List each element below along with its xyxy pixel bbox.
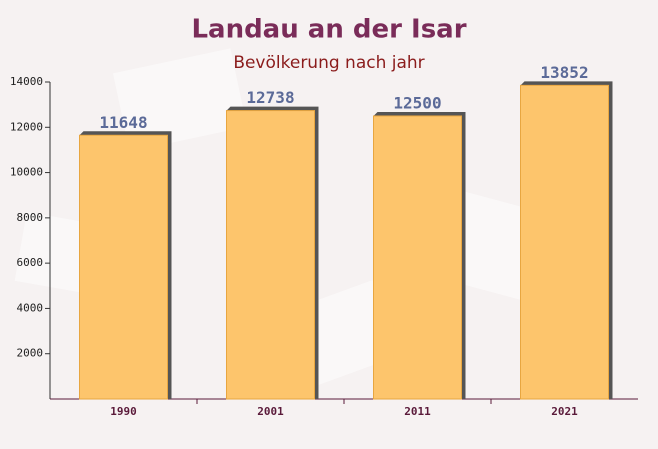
bar (79, 134, 168, 400)
bar (226, 110, 315, 400)
chart-subtitle: Bevölkerung nach jahr (233, 53, 424, 73)
y-tick-label: 2000 (17, 347, 44, 360)
value-label: 12500 (393, 93, 441, 112)
y-tick-label: 6000 (17, 256, 44, 269)
value-label: 12738 (246, 88, 294, 107)
y-tick-label: 10000 (10, 166, 43, 179)
y-tick-label: 12000 (10, 120, 43, 133)
bar (373, 115, 462, 400)
x-tick-label: 2021 (551, 405, 578, 418)
x-tick-label: 2011 (404, 405, 431, 418)
value-label: 11648 (99, 113, 147, 132)
y-tick-label: 8000 (17, 211, 44, 224)
bar (520, 84, 609, 400)
y-tick-label: 14000 (10, 75, 43, 88)
x-tick-label: 2001 (257, 405, 284, 418)
chart-title: Landau an der Isar (191, 15, 466, 45)
x-tick-label: 1990 (110, 405, 137, 418)
y-tick-label: 4000 (17, 301, 44, 314)
value-label: 13852 (540, 63, 588, 82)
